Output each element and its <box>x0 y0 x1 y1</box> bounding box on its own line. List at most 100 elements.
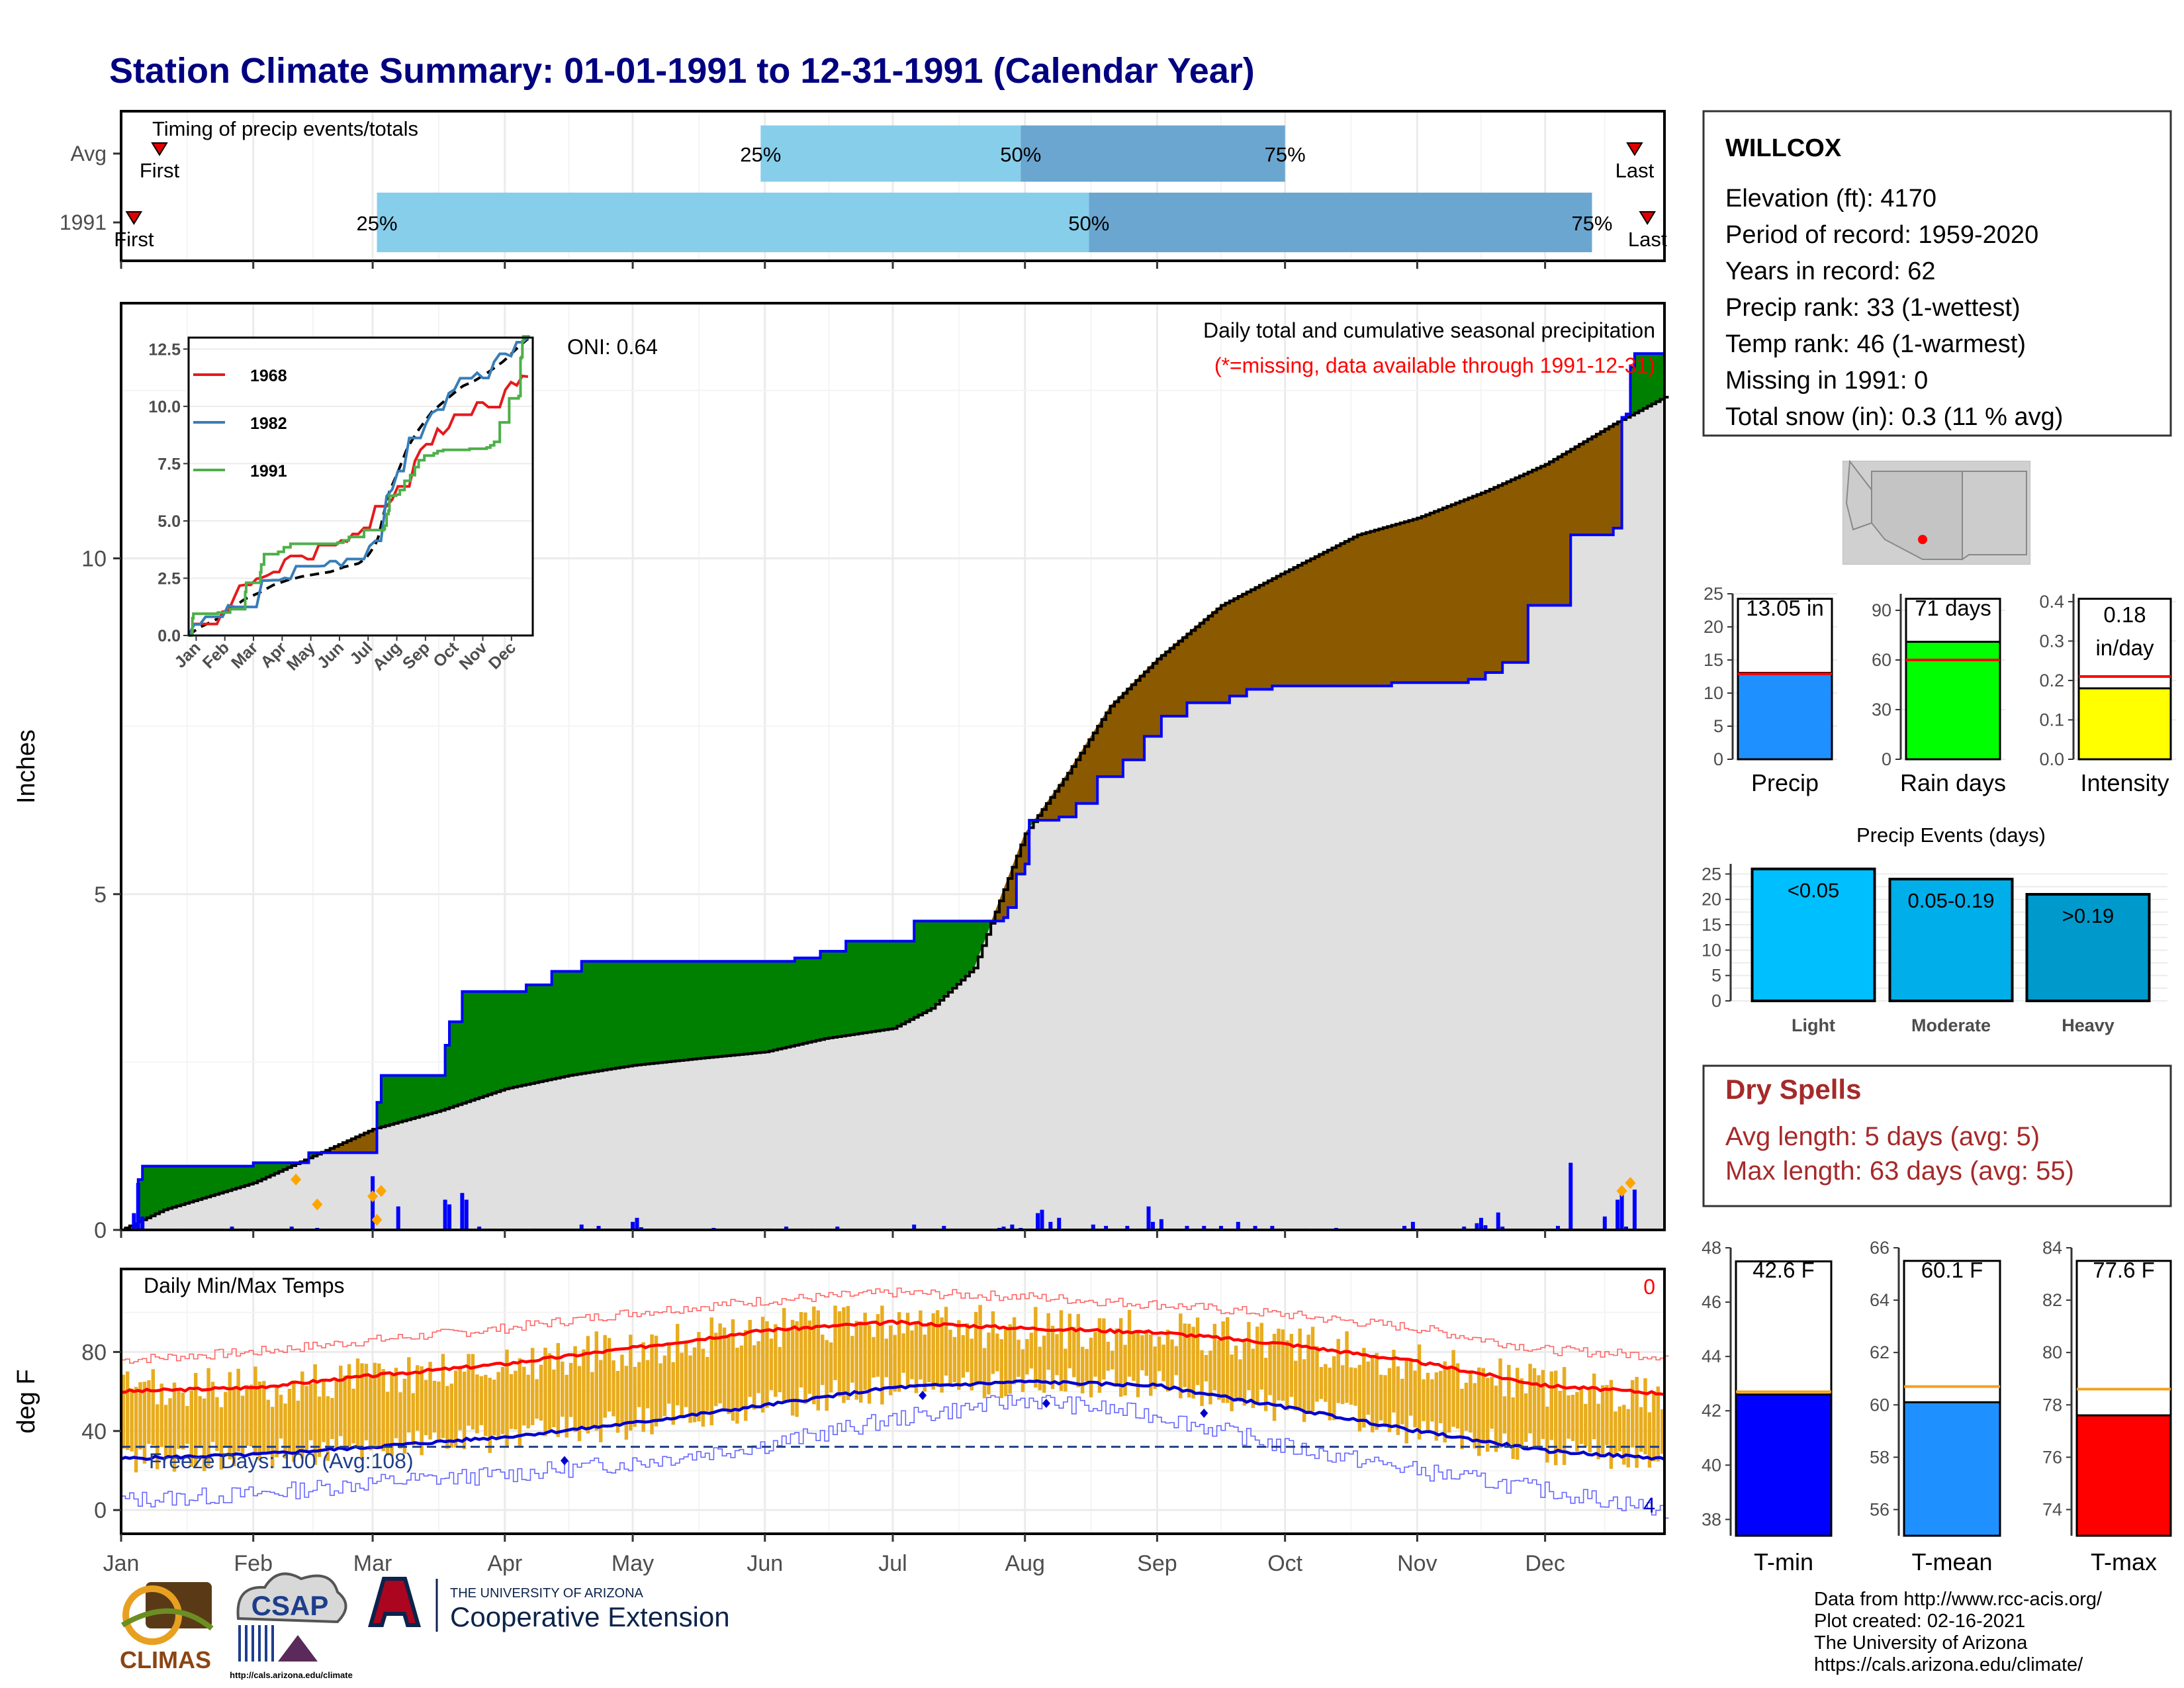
page-title: Station Climate Summary: 01-01-1991 to 1… <box>109 51 1255 91</box>
daily-temp-range-bar <box>594 1331 599 1431</box>
footer-credit-line: Plot created: 02-16-2021 <box>1814 1611 2025 1632</box>
daily-temp-range-bar <box>1170 1339 1174 1390</box>
daily-temp-range-bar <box>615 1370 620 1433</box>
daily-precip-bar <box>1048 1221 1053 1230</box>
below-normal-fill <box>1472 494 1478 680</box>
above-normal-fill <box>560 970 565 1078</box>
daily-temp-range-bar <box>138 1382 142 1450</box>
daily-temp-range-bar <box>1285 1340 1289 1411</box>
below-normal-fill <box>1323 549 1328 686</box>
daily-temp-range-bar <box>385 1391 390 1456</box>
below-normal-fill <box>1604 426 1610 536</box>
above-normal-fill <box>193 1166 199 1201</box>
daily-temp-range-bar <box>889 1325 893 1395</box>
daily-temp-range-bar <box>1183 1323 1187 1387</box>
daily-temp-range-bar <box>1268 1342 1272 1395</box>
daily-temp-range-bar <box>355 1358 360 1446</box>
daily-temp-range-bar <box>1498 1358 1502 1448</box>
daily-temp-range-bar <box>1558 1391 1562 1454</box>
station-info-line: Elevation (ft): 4170 <box>1725 185 1936 212</box>
below-normal-fill <box>1540 463 1546 606</box>
timing-row-label: 1991 <box>60 211 107 234</box>
daily-temp-range-bar <box>573 1346 577 1432</box>
daily-temp-range-bar <box>420 1366 424 1456</box>
mini-bar-y-tick-label: 0.4 <box>2039 592 2064 612</box>
mini-bar-y-tick-label: 20 <box>1704 617 1723 637</box>
inset-y-tick-label: 10.0 <box>148 398 181 416</box>
above-normal-fill <box>594 961 600 1072</box>
above-normal-fill <box>854 941 859 1035</box>
daily-temp-range-bar <box>1328 1368 1332 1421</box>
above-normal-fill <box>931 920 936 1009</box>
above-normal-fill <box>948 920 953 994</box>
temperature-panel: Daily Min/Max Temps Freeze Days: 100 (Avg… <box>13 1268 1669 1576</box>
daily-temp-range-bar <box>812 1306 816 1405</box>
daily-temp-range-bar <box>807 1320 812 1394</box>
daily-temp-range-bar <box>317 1396 322 1457</box>
below-normal-fill <box>1340 541 1345 686</box>
below-normal-fill <box>1587 436 1592 536</box>
daily-precip-bar <box>443 1199 447 1230</box>
daily-temp-range-bar <box>1259 1323 1263 1390</box>
daily-temp-range-bar <box>1165 1329 1170 1391</box>
above-normal-fill <box>730 961 736 1056</box>
timing-q75-label: 75% <box>1265 143 1306 166</box>
daily-temp-range-bar <box>786 1327 790 1403</box>
daily-temp-range-bar <box>991 1311 995 1374</box>
mini-bar-y-tick-label: 0.0 <box>2039 749 2064 769</box>
daily-temp-range-bar <box>701 1348 705 1427</box>
daily-temp-range-bar <box>1144 1330 1149 1376</box>
daily-temp-range-bar <box>1562 1367 1567 1466</box>
daily-temp-range-bar <box>697 1332 701 1422</box>
daily-temp-range-bar <box>1345 1331 1349 1403</box>
daily-temp-range-bar <box>599 1360 603 1442</box>
daily-temp-range-bar <box>927 1322 931 1383</box>
below-normal-fill <box>1131 679 1136 761</box>
daily-temp-range-bar <box>1532 1368 1537 1446</box>
daily-temp-range-bar <box>240 1395 245 1454</box>
daily-temp-range-bar <box>713 1333 718 1407</box>
daily-temp-range-bar <box>1340 1365 1345 1405</box>
daily-temp-range-bar <box>475 1374 479 1434</box>
daily-temp-range-bar <box>667 1344 671 1404</box>
above-normal-fill <box>146 1166 152 1219</box>
below-normal-fill <box>1178 637 1183 717</box>
timing-q25-label: 25% <box>740 143 781 166</box>
daily-precip-bar <box>1615 1199 1620 1230</box>
above-normal-fill <box>623 961 629 1068</box>
daily-temp-range-bar <box>292 1380 296 1462</box>
daily-temp-range-bar <box>923 1335 927 1392</box>
record-low-marker <box>560 1456 569 1466</box>
daily-precip-bar <box>596 1225 601 1230</box>
daily-temp-range-bar <box>202 1398 206 1472</box>
above-normal-fill <box>210 1166 216 1196</box>
below-normal-fill <box>1332 545 1337 686</box>
below-normal-fill <box>1199 619 1205 704</box>
daily-temp-range-bar <box>1614 1411 1617 1456</box>
above-normal-fill <box>419 1075 424 1117</box>
daily-precip-bar <box>1159 1219 1163 1230</box>
daily-temp-range-bar <box>1127 1309 1132 1377</box>
daily-temp-range-bar <box>1396 1366 1400 1435</box>
above-normal-fill <box>934 920 940 1006</box>
event-bar-range-label: <0.05 <box>1788 879 1839 902</box>
daily-temp-range-bar <box>654 1335 659 1427</box>
daily-precip-bar <box>1219 1225 1224 1230</box>
above-normal-fill <box>777 961 783 1050</box>
daily-temp-range-bar <box>1490 1376 1494 1429</box>
daily-temp-range-bar <box>1609 1380 1614 1469</box>
above-normal-fill <box>606 961 612 1070</box>
daily-temp-range-bar <box>390 1373 394 1456</box>
above-normal-fill <box>739 961 745 1055</box>
above-normal-fill <box>747 961 752 1055</box>
above-normal-fill <box>837 951 842 1037</box>
daily-temp-range-bar <box>1502 1396 1507 1434</box>
daily-temp-range-bar <box>373 1362 377 1446</box>
ua-block-a-logo <box>368 1577 421 1627</box>
daily-temp-range-bar <box>270 1407 275 1468</box>
mini-bar-y-tick-label: 60 <box>1872 650 1891 670</box>
below-normal-fill <box>1374 528 1379 686</box>
daily-temp-range-bar <box>172 1382 177 1472</box>
temp-bar-y-tick-label: 44 <box>1702 1346 1721 1366</box>
above-normal-fill <box>794 957 799 1046</box>
